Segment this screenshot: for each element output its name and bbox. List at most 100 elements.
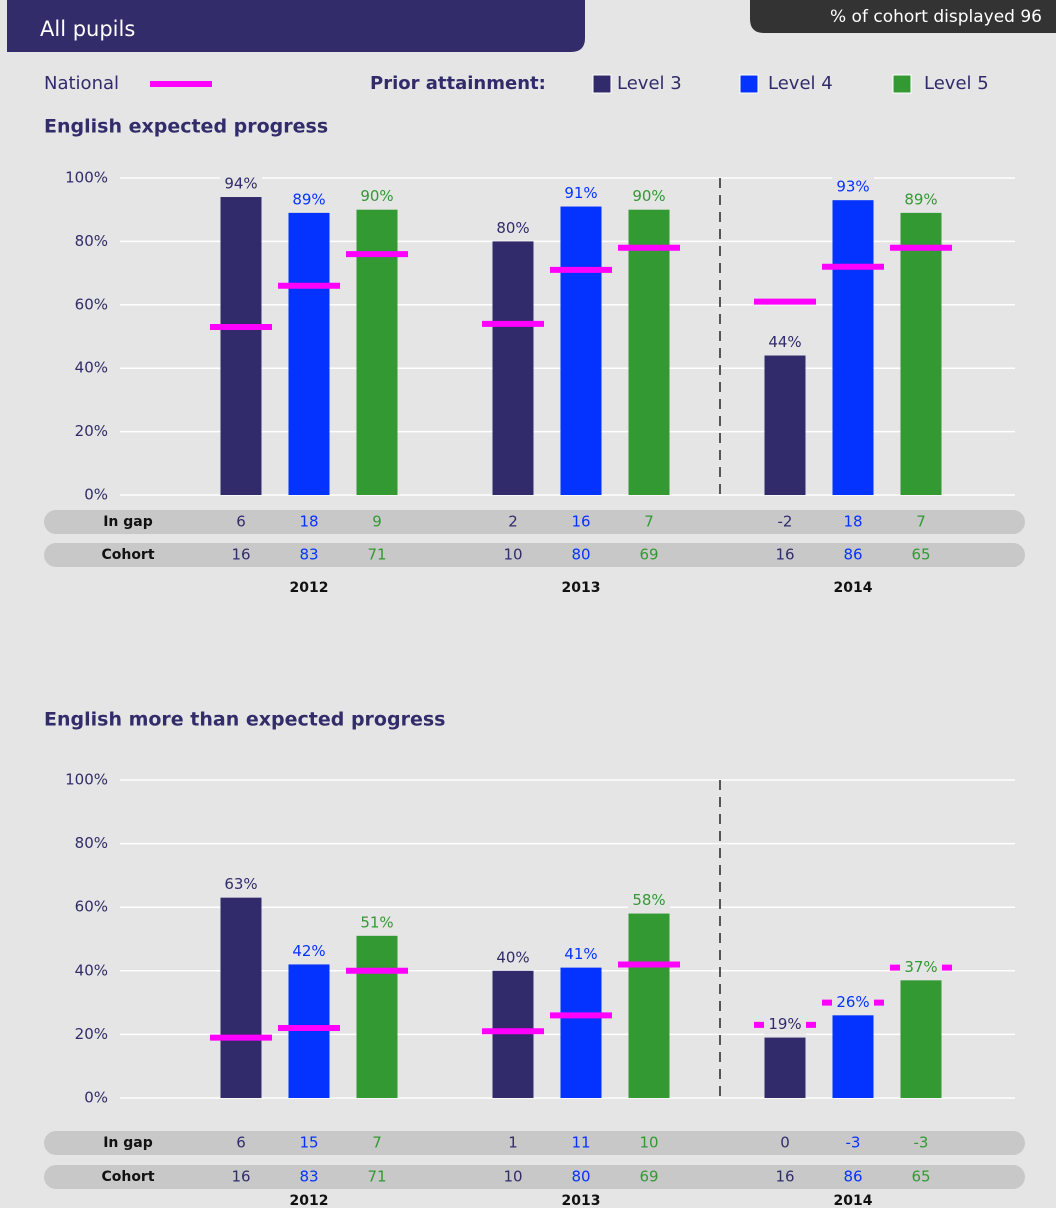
label-bg xyxy=(492,947,534,968)
cohort-value: 96 xyxy=(1020,7,1042,27)
legend-swatch xyxy=(739,74,759,94)
cohort: 71 xyxy=(367,1168,386,1186)
label-bg xyxy=(900,189,942,210)
legend-prior: Prior attainment: xyxy=(370,73,546,94)
cohort: 16 xyxy=(775,1168,794,1186)
label-bg xyxy=(220,174,262,195)
in-gap: -3 xyxy=(846,1134,861,1152)
value-label: 89% xyxy=(904,190,937,208)
cohort: 80 xyxy=(571,546,590,564)
label-bg xyxy=(356,186,398,207)
value-label: 90% xyxy=(632,187,665,205)
cohort: 86 xyxy=(843,1168,862,1186)
value-label: 91% xyxy=(564,184,597,202)
legend-swatch xyxy=(892,74,912,94)
value-label: 44% xyxy=(768,333,801,351)
table-row xyxy=(44,1131,1025,1155)
bar xyxy=(492,970,534,1098)
table-row xyxy=(44,543,1025,567)
cohort-box xyxy=(750,0,1056,33)
cohort: 69 xyxy=(639,1168,658,1186)
bar xyxy=(288,964,330,1098)
y-tick-label: 40% xyxy=(75,359,108,377)
cohort: 16 xyxy=(231,546,250,564)
in-gap: 2 xyxy=(508,513,518,531)
y-tick-label: 0% xyxy=(84,486,108,504)
y-tick-label: 80% xyxy=(75,232,108,250)
y-tick-label: 100% xyxy=(65,169,108,187)
cohort: 16 xyxy=(231,1168,250,1186)
in-gap: 15 xyxy=(299,1134,318,1152)
label-bg xyxy=(560,944,602,965)
bar xyxy=(288,212,330,495)
in-gap: 1 xyxy=(508,1134,518,1152)
bar xyxy=(220,897,262,1098)
header-title: All pupils xyxy=(40,17,135,41)
legend-label: Level 3 xyxy=(617,73,682,94)
label-bg xyxy=(356,912,398,933)
cohort: 86 xyxy=(843,546,862,564)
y-tick-label: 60% xyxy=(75,295,108,313)
row-label: Cohort xyxy=(101,1169,154,1185)
cohort: 10 xyxy=(503,546,522,564)
value-label: 63% xyxy=(224,875,257,893)
cohort-display: % of cohort displayed 96 xyxy=(830,7,1042,27)
bar xyxy=(628,913,670,1098)
value-label: 80% xyxy=(496,219,529,237)
bar xyxy=(356,209,398,495)
bar xyxy=(356,935,398,1098)
bar xyxy=(220,197,262,495)
year-label: 2012 xyxy=(290,1193,329,1208)
legend-label: Level 4 xyxy=(768,73,833,94)
value-label: 51% xyxy=(360,913,393,931)
value-label: 90% xyxy=(360,187,393,205)
y-tick-label: 80% xyxy=(75,834,108,852)
in-gap: 6 xyxy=(236,513,246,531)
cohort: 80 xyxy=(571,1168,590,1186)
label-bg xyxy=(832,992,874,1013)
year-label: 2012 xyxy=(290,580,329,596)
value-label: 93% xyxy=(836,178,869,196)
bar xyxy=(832,1015,874,1098)
in-gap: 6 xyxy=(236,1134,246,1152)
cohort: 83 xyxy=(299,1168,318,1186)
chart-title: English more than expected progress xyxy=(44,709,445,731)
row-label: Cohort xyxy=(101,547,154,563)
cohort-label: % of cohort displayed xyxy=(830,7,1015,27)
in-gap: 9 xyxy=(372,513,382,531)
row-label: In gap xyxy=(103,1135,153,1151)
value-label: 37% xyxy=(904,958,937,976)
bar xyxy=(560,967,602,1098)
year-label: 2014 xyxy=(834,580,873,596)
header-bar xyxy=(7,0,585,52)
bar xyxy=(832,200,874,495)
legend-label: Level 5 xyxy=(924,73,989,94)
in-gap: 7 xyxy=(372,1134,382,1152)
label-bg xyxy=(764,1014,806,1035)
bar xyxy=(764,355,806,495)
cohort: 71 xyxy=(367,546,386,564)
in-gap: -2 xyxy=(778,513,793,531)
in-gap: 18 xyxy=(843,513,862,531)
table-row xyxy=(44,510,1025,534)
bar xyxy=(492,241,534,495)
value-label: 40% xyxy=(496,948,529,966)
bar xyxy=(628,209,670,495)
cohort: 83 xyxy=(299,546,318,564)
in-gap: 10 xyxy=(639,1134,658,1152)
in-gap: 7 xyxy=(644,513,654,531)
value-label: 26% xyxy=(836,993,869,1011)
cohort: 65 xyxy=(911,546,930,564)
legend-national: National xyxy=(44,73,119,94)
label-bg xyxy=(764,332,806,353)
value-label: 89% xyxy=(292,190,325,208)
y-tick-label: 40% xyxy=(75,961,108,979)
value-label: 58% xyxy=(632,891,665,909)
year-label: 2014 xyxy=(834,1193,873,1208)
value-label: 94% xyxy=(224,175,257,193)
label-bg xyxy=(628,890,670,911)
legend-swatch xyxy=(592,74,612,94)
cohort: 65 xyxy=(911,1168,930,1186)
y-tick-label: 20% xyxy=(75,1025,108,1043)
